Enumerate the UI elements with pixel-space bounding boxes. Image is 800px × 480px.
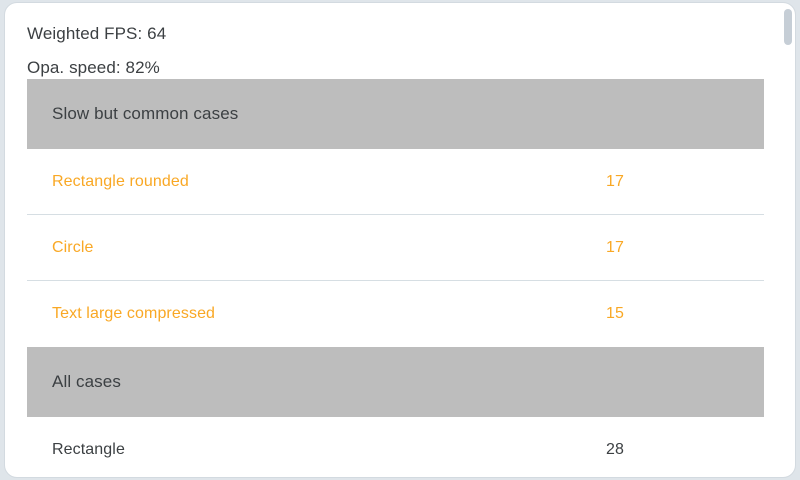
table-row[interactable]: Circle 17	[27, 215, 764, 281]
row-value: 17	[606, 173, 624, 190]
section-header-slow-but-common-cases: Slow but common cases	[27, 79, 764, 149]
section-header-label: Slow but common cases	[52, 104, 239, 123]
table-row[interactable]: Rectangle 28	[27, 417, 764, 477]
weighted-fps-label: Weighted FPS: 64	[27, 24, 167, 43]
section-rows-slow-but-common-cases: Rectangle rounded 17 Circle 17 Text larg…	[27, 149, 764, 347]
section-rows-all-cases: Rectangle 28	[27, 417, 764, 477]
benchmark-results-card: Weighted FPS: 64 Opa. speed: 82% Slow bu…	[4, 2, 796, 478]
vertical-scrollbar-track[interactable]	[784, 7, 792, 475]
section-header-label: All cases	[52, 372, 121, 391]
vertical-scrollbar-thumb[interactable]	[784, 9, 792, 45]
row-label: Text large compressed	[52, 305, 216, 322]
card-scroll-content[interactable]: Weighted FPS: 64 Opa. speed: 82% Slow bu…	[5, 3, 795, 477]
row-value: 17	[606, 239, 624, 256]
table-row[interactable]: Rectangle rounded 17	[27, 149, 764, 215]
row-value: 15	[606, 305, 624, 322]
table-row[interactable]: Text large compressed 15	[27, 281, 764, 347]
row-label: Rectangle rounded	[52, 173, 189, 190]
row-label: Circle	[52, 239, 94, 256]
section-header-all-cases: All cases	[27, 347, 764, 417]
summary-header: Weighted FPS: 64 Opa. speed: 82%	[5, 3, 795, 79]
opa-speed-label: Opa. speed: 82%	[27, 58, 160, 77]
row-value: 28	[606, 441, 624, 458]
row-label: Rectangle	[52, 441, 125, 458]
